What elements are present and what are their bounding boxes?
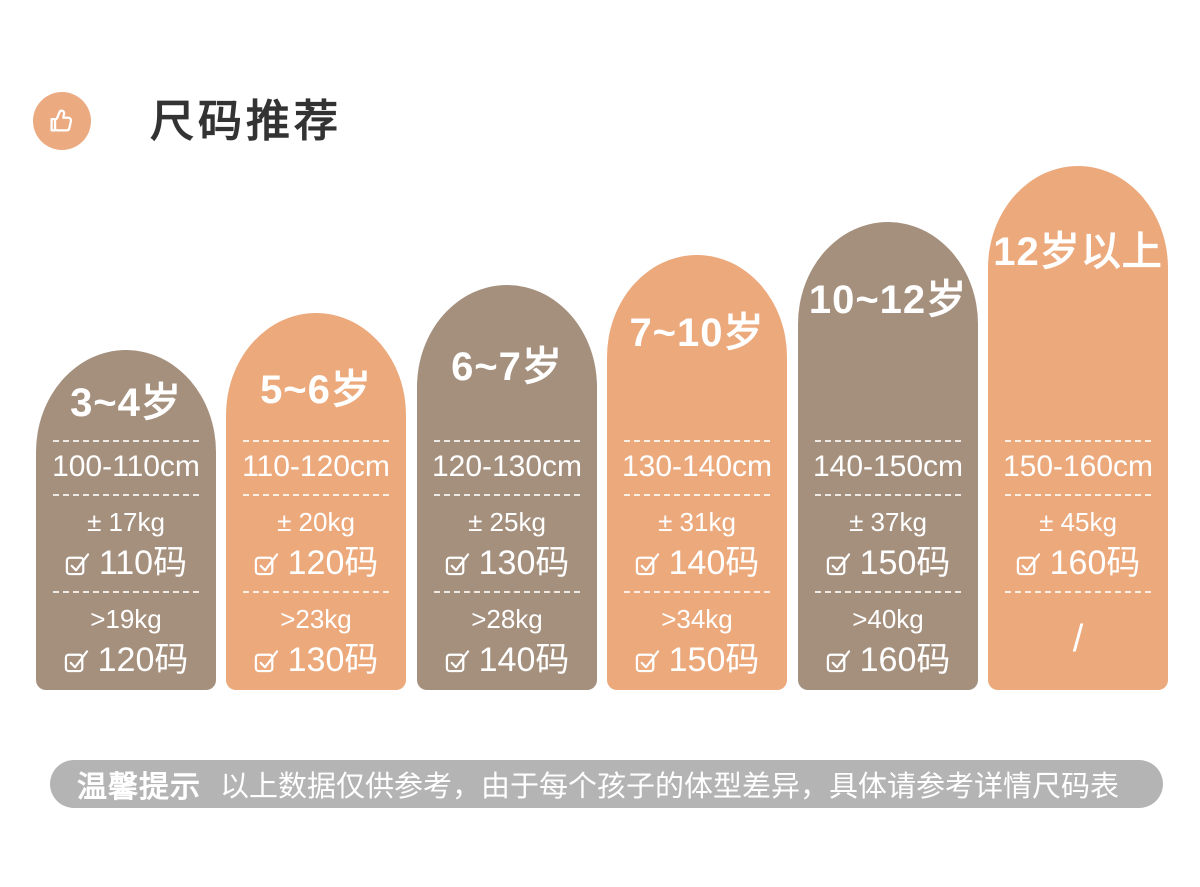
dashed-divider <box>624 440 770 442</box>
dashed-divider <box>243 440 389 442</box>
size-column-3-4: 3~4岁 100-110cm ± 17kg 110码 >19kg 120码 <box>36 350 216 690</box>
dashed-divider <box>243 494 389 496</box>
height-range: 130-140cm <box>621 450 773 483</box>
height-range: 150-160cm <box>1002 450 1154 483</box>
dashed-divider <box>1005 440 1151 442</box>
dashed-divider <box>243 591 389 593</box>
column-info: 140-150cm ± 37kg 150码 >40kg 160码 <box>798 428 978 690</box>
height-range: 100-110cm <box>52 450 200 483</box>
size-primary: 150码 <box>798 543 978 583</box>
column-info: 150-160cm ± 45kg 160码 / <box>988 428 1168 690</box>
dashed-divider <box>53 591 199 593</box>
column-info: 100-110cm ± 17kg 110码 >19kg 120码 <box>36 428 216 690</box>
thumbs-up-icon <box>33 92 91 150</box>
weight-alt: >19kg <box>90 604 162 634</box>
age-label: 10~12岁 <box>808 278 968 322</box>
weight-primary: ± 37kg <box>849 507 927 537</box>
checkbox-icon <box>635 553 659 576</box>
weight-alt: >28kg <box>471 604 543 634</box>
weight-primary: ± 20kg <box>277 507 355 537</box>
notice-label: 温馨提示 <box>77 771 201 804</box>
weight-alt: >23kg <box>280 604 352 634</box>
size-column-10-12: 10~12岁 140-150cm ± 37kg 150码 >40kg 160码 <box>798 222 978 690</box>
checkbox-icon <box>1016 553 1040 576</box>
weight-primary: ± 31kg <box>658 507 736 537</box>
dashed-divider <box>815 494 961 496</box>
size-alt: 120码 <box>36 640 216 680</box>
checkbox-icon <box>254 553 278 576</box>
column-info: 120-130cm ± 25kg 130码 >28kg 140码 <box>417 428 597 690</box>
weight-primary: ± 25kg <box>468 507 546 537</box>
size-primary: 110码 <box>36 543 216 583</box>
size-alt: 160码 <box>798 640 978 680</box>
checkbox-icon <box>254 650 278 673</box>
dashed-divider <box>434 440 580 442</box>
checkbox-icon <box>445 650 469 673</box>
column-info: 130-140cm ± 31kg 140码 >34kg 150码 <box>607 428 787 690</box>
dashed-divider <box>1005 591 1151 593</box>
notice-text: 以上数据仅供参考，由于每个孩子的体型差异，具体请参考详情尺码表 <box>220 771 1120 803</box>
age-label: 3~4岁 <box>70 381 182 425</box>
size-column-6-7: 6~7岁 120-130cm ± 25kg 130码 >28kg 140码 <box>417 285 597 690</box>
size-alt-none: / <box>1072 618 1084 660</box>
checkbox-icon <box>635 650 659 673</box>
weight-primary: ± 45kg <box>1039 507 1117 537</box>
dashed-divider <box>53 494 199 496</box>
weight-primary: ± 17kg <box>87 507 165 537</box>
size-column-over-12: 12岁以上 150-160cm ± 45kg 160码 / <box>988 166 1168 690</box>
size-primary: 140码 <box>607 543 787 583</box>
age-label: 12岁以上 <box>993 230 1163 274</box>
height-range: 110-120cm <box>242 450 390 483</box>
dashed-divider <box>815 440 961 442</box>
checkbox-icon <box>826 553 850 576</box>
dashed-divider <box>1005 494 1151 496</box>
age-label: 5~6岁 <box>260 368 372 412</box>
weight-alt: >34kg <box>661 604 733 634</box>
weight-alt: >40kg <box>852 604 924 634</box>
size-primary: 130码 <box>417 543 597 583</box>
checkbox-icon <box>826 650 850 673</box>
dashed-divider <box>434 494 580 496</box>
age-label: 6~7岁 <box>451 345 563 389</box>
dashed-divider <box>53 440 199 442</box>
checkbox-icon <box>445 553 469 576</box>
height-range: 140-150cm <box>812 450 964 483</box>
column-info: 110-120cm ± 20kg 120码 >23kg 130码 <box>226 428 406 690</box>
page-title: 尺码推荐 <box>150 97 342 146</box>
height-range: 120-130cm <box>431 450 583 483</box>
notice-bar: 温馨提示 以上数据仅供参考，由于每个孩子的体型差异，具体请参考详情尺码表 <box>50 760 1163 808</box>
size-alt: 130码 <box>226 640 406 680</box>
age-label: 7~10岁 <box>629 311 765 355</box>
checkbox-icon <box>65 553 90 576</box>
size-column-5-6: 5~6岁 110-120cm ± 20kg 120码 >23kg 130码 <box>226 313 406 690</box>
dashed-divider <box>434 591 580 593</box>
checkbox-icon <box>64 650 88 673</box>
size-alt: 150码 <box>607 640 787 680</box>
dashed-divider <box>624 591 770 593</box>
size-column-7-10: 7~10岁 130-140cm ± 31kg 140码 >34kg 150码 <box>607 255 787 690</box>
size-primary: 120码 <box>226 543 406 583</box>
size-alt: 140码 <box>417 640 597 680</box>
dashed-divider <box>815 591 961 593</box>
dashed-divider <box>624 494 770 496</box>
size-primary: 160码 <box>988 543 1168 583</box>
